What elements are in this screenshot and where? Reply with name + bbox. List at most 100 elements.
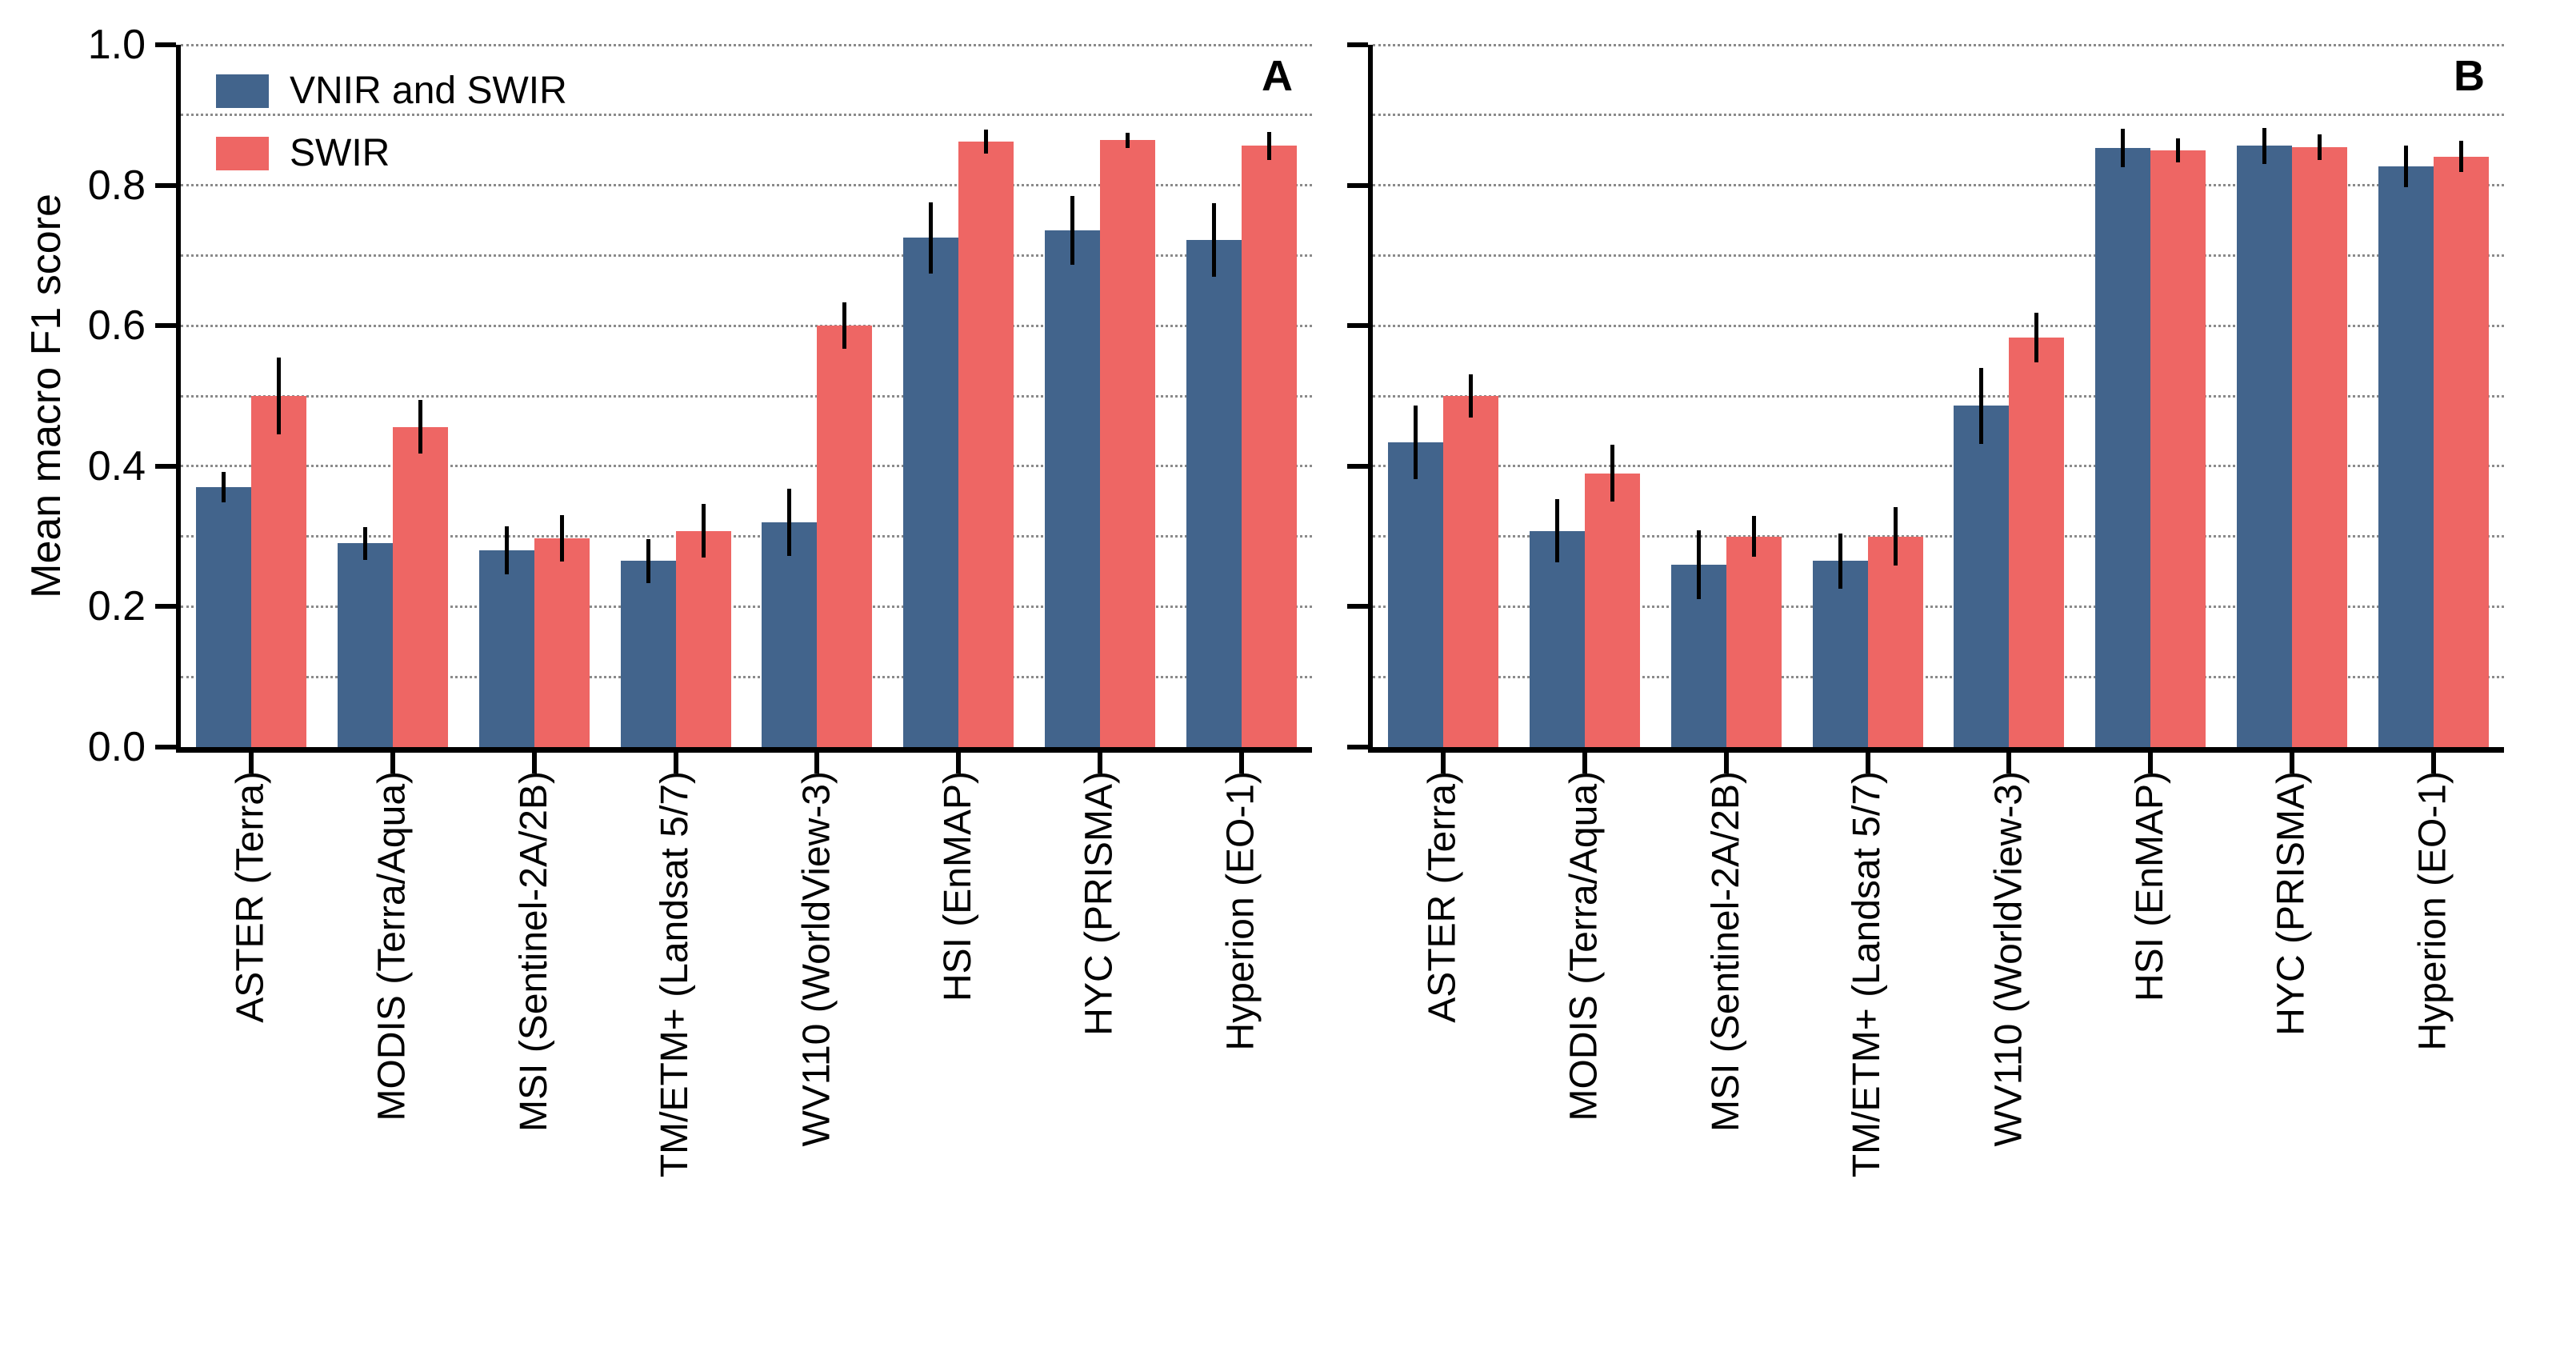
panel-b-x-tick-hyc [2289, 747, 2294, 773]
panel-a-bar-swir-hsi [958, 142, 1014, 747]
panel-b-errorbar-vnir-and-swir-wv110 [1979, 367, 1984, 444]
panel-a-errorbar-vnir-and-swir-msi [504, 526, 509, 575]
panel-a-category-labels: ASTER (Terra) MODIS (Terra/Aqua) MSI (Sent… [181, 758, 1312, 1350]
panel-b-bar-swir-msi [1726, 536, 1782, 747]
panel-a-category-label-modis: MODIS (Terra/Aqua) [370, 771, 414, 1121]
panel-a-y-tick-0.8 [155, 182, 176, 188]
panel-b-errorbar-vnir-and-swir-hsi [2121, 129, 2126, 167]
panel-a-errorbar-swir-tm-etm [701, 504, 706, 558]
panel-b-category-label-hyc: HYC (PRISMA) [2270, 771, 2313, 1036]
panel-b-letter: B [2454, 52, 2485, 100]
panel-a-y-tick-0.4 [155, 463, 176, 469]
panel-b-bar-swir-hyc [2291, 147, 2347, 747]
panel-b-x-tick-aster [1441, 747, 1446, 773]
panel-b-bar-vnir-and-swir-tm-etm [1812, 561, 1868, 747]
panel-b-y-tick-0.6 [1347, 323, 1368, 329]
panel-a-errorbar-swir-modis [418, 400, 423, 454]
panel-a-gridline-0.7 [181, 254, 1312, 257]
panel-a-category-label-aster: ASTER (Terra) [229, 771, 272, 1023]
panel-b-x-tick-modis [1582, 747, 1588, 773]
panel-a-x-tick-hsi [956, 747, 962, 773]
panel-a-gridline-0.6 [181, 324, 1312, 327]
panel-a-category-cell-wv110: WV110 (WorldView-3) [746, 758, 888, 1350]
panel-a-bar-vnir-and-swir-wv110 [762, 522, 818, 747]
y-axis-title: Mean macro F1 score [23, 194, 70, 598]
panel-b-category-cell-wv110: WV110 (WorldView-3) [1938, 758, 2080, 1350]
panel-a-errorbar-vnir-and-swir-hyperion [1211, 203, 1216, 277]
panel-a-category-label-wv110: WV110 (WorldView-3) [794, 771, 838, 1147]
panel-b-gridline-0.4 [1373, 465, 2504, 468]
panel-b-bar-swir-hyperion [2433, 156, 2489, 747]
panel-a-errorbar-swir-wv110 [842, 302, 847, 350]
panel-a-bar-swir-hyc [1099, 140, 1155, 747]
panel-b-gridline-0.2 [1373, 605, 2504, 608]
y-tick-label-0.2: 0.2 [87, 583, 146, 630]
panel-b-gridline-0.3 [1373, 535, 2504, 538]
panel-a-x-tick-msi [531, 747, 537, 773]
panel-a-errorbar-swir-hyc [1125, 132, 1130, 149]
panel-b-gridline-0.8 [1373, 184, 2504, 187]
panel-a-x-tick-hyc [1097, 747, 1102, 773]
panel-a-bar-swir-tm-etm [675, 530, 731, 747]
panel-b-bar-vnir-and-swir-aster [1388, 442, 1444, 747]
panel-b-bar-vnir-and-swir-modis [1530, 530, 1586, 747]
panel-b-errorbar-swir-hyc [2317, 134, 2322, 160]
panel-b-gridline-0.9 [1373, 114, 2504, 117]
panel-b-x-tick-msi [1723, 747, 1729, 773]
panel-b-x-tick-hyperion [2430, 747, 2436, 773]
panel-a-errorbar-vnir-and-swir-hsi [929, 202, 934, 274]
panel-a-bar-vnir-and-swir-msi [478, 550, 534, 747]
panel-b-category-cell-msi: MSI (Sentinel-2A/2B) [1656, 758, 1798, 1350]
panel-a-gridline-0.1 [181, 675, 1312, 678]
panel-b-gridline-0.5 [1373, 394, 2504, 398]
legend-swatch-vnir-swir [216, 74, 269, 108]
panel-a-category-cell-modis: MODIS (Terra/Aqua) [322, 758, 464, 1350]
legend-swatch-swir [216, 137, 269, 170]
panel-a-gridline-0.5 [181, 394, 1312, 398]
panel-b-bar-swir-hsi [2150, 150, 2206, 747]
panel-b-gridline-0.6 [1373, 324, 2504, 327]
panel-a-category-cell-hsi: HSI (EnMAP) [888, 758, 1030, 1350]
panel-a-errorbar-swir-msi [559, 515, 564, 562]
panel-b-errorbar-vnir-and-swir-modis [1555, 499, 1560, 563]
panel-b-category-cell-hyc: HYC (PRISMA) [2222, 758, 2363, 1350]
panel-b-category-cell-tm-etm: TM/ETM+ (Landsat 5/7) [1797, 758, 1938, 1350]
panel-a-errorbar-vnir-and-swir-tm-etm [646, 539, 650, 583]
y-tick-label-1.0: 1.0 [87, 22, 146, 68]
panel-a-errorbar-swir-hsi [984, 130, 989, 154]
panel-a-category-label-hyc: HYC (PRISMA) [1078, 771, 1121, 1036]
panel-a-x-tick-modis [390, 747, 396, 773]
panel-a-errorbar-vnir-and-swir-modis [363, 527, 368, 560]
y-tick-label-0.8: 0.8 [87, 162, 146, 209]
panel-b-y-tick-0.2 [1347, 604, 1368, 610]
panel-a-bar-vnir-and-swir-tm-etm [620, 561, 676, 747]
panel-b-errorbar-vnir-and-swir-hyperion [2403, 145, 2408, 188]
panel-b-bar-vnir-and-swir-hsi [2095, 148, 2151, 747]
panel-b-errorbar-vnir-and-swir-msi [1696, 530, 1701, 599]
panel-a-category-label-msi: MSI (Sentinel-2A/2B) [512, 771, 555, 1132]
panel-b-errorbar-vnir-and-swir-aster [1414, 406, 1418, 479]
panel-a-gridline-0.3 [181, 535, 1312, 538]
panel-a-errorbar-vnir-and-swir-aster [222, 471, 226, 503]
panel-b-bar-swir-tm-etm [1867, 536, 1923, 747]
panel-b-y-tick-0.8 [1347, 182, 1368, 188]
panel-b-y-tick-1.0 [1347, 42, 1368, 47]
panel-a-bar-swir-msi [534, 538, 590, 747]
panel-a-plot-area: A VNIR and SWIR SWIR 0.0 0.2 0.4 0.6 0.8 1.0 [88, 24, 1312, 773]
panel-a-errorbar-vnir-and-swir-wv110 [787, 488, 792, 557]
panel-b-category-label-wv110: WV110 (WorldView-3) [1986, 771, 2030, 1147]
panel-a-errorbar-swir-hyperion [1266, 131, 1271, 160]
panel-a-gridline-1.0 [181, 43, 1312, 46]
panel-b-category-cell-modis: MODIS (Terra/Aqua) [1514, 758, 1656, 1350]
legend: VNIR and SWIR SWIR [216, 72, 567, 197]
panel-a-category-label-hyperion: Hyperion (EO-1) [1219, 771, 1262, 1051]
panel-a-bar-swir-modis [393, 426, 449, 747]
legend-label-swir: SWIR [290, 132, 390, 174]
y-tick-label-0.0: 0.0 [87, 724, 146, 770]
panel-b-category-label-modis: MODIS (Terra/Aqua) [1562, 771, 1606, 1121]
panel-b-errorbar-swir-aster [1469, 374, 1474, 418]
panel-a-y-tick-0.0 [155, 745, 176, 749]
panel-a-x-tick-wv110 [814, 747, 820, 773]
panel-a-gridline-0.9 [181, 114, 1312, 117]
